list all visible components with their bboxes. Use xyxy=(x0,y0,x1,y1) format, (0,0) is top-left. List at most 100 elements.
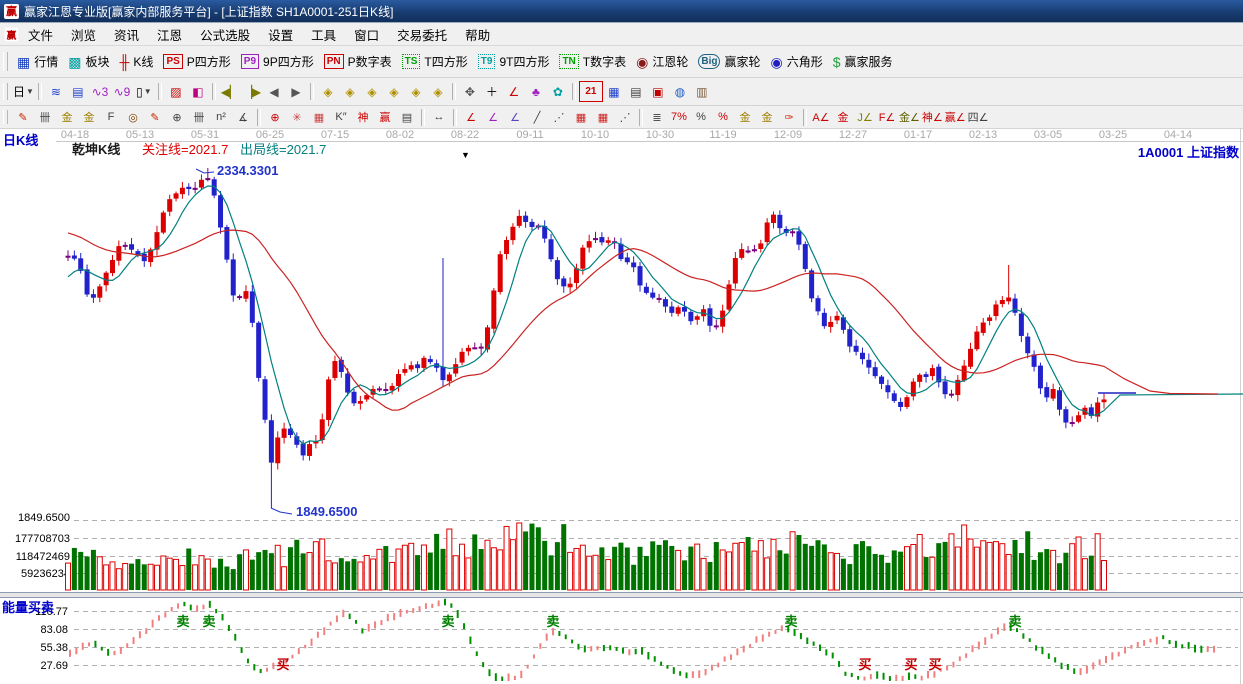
menu-文件[interactable]: 文件 xyxy=(28,28,54,43)
win-grid-tool[interactable]: 赢 xyxy=(379,112,391,124)
report-tool[interactable]: ▤ xyxy=(630,84,642,99)
winner-wheel-button[interactable]: Big 赢家轮 xyxy=(693,51,765,72)
shen-angle-tool[interactable]: 神∠ xyxy=(921,112,943,124)
gold-grid-b-tool[interactable]: 金 xyxy=(83,112,95,124)
diamond-right-button[interactable]: ◈ xyxy=(345,84,355,99)
shen-grid-tool[interactable]: 神 xyxy=(357,112,369,124)
menu-工具[interactable]: 工具 xyxy=(311,28,337,43)
p-number-button[interactable]: PN P数字表 xyxy=(319,51,397,72)
four-angle-tool[interactable]: 四∠ xyxy=(967,112,989,124)
spiral-tool[interactable]: ✿ xyxy=(552,84,563,99)
web-update-tool[interactable]: ◍ xyxy=(674,84,686,99)
hand-tool[interactable]: ✥ xyxy=(464,84,475,99)
ruler-123-tool[interactable]: ▤ xyxy=(401,111,413,124)
fan-blue-tool[interactable]: ∠ xyxy=(510,111,520,124)
wave-3-tool[interactable]: ∿3 xyxy=(91,84,109,99)
scroll-position-marker[interactable]: ▼ xyxy=(461,150,470,160)
quotes-button[interactable]: ▦ 行情 xyxy=(12,51,63,72)
gann-circle-tool[interactable]: ⊕ xyxy=(172,111,182,124)
diamond-left-button[interactable]: ◈ xyxy=(323,84,333,99)
candle-style-dropdown[interactable]: ▯ ▼ xyxy=(136,84,152,99)
percent-tool[interactable]: % xyxy=(696,111,706,123)
gold-angle-b-tool[interactable]: 金∠ xyxy=(899,112,920,124)
target-cross-tool[interactable]: ⊕ xyxy=(270,111,280,124)
volume-bar-up xyxy=(579,544,586,591)
nav-prev-button[interactable]: ◀ xyxy=(269,84,279,99)
t-square-button[interactable]: TS T四方形 xyxy=(397,51,473,72)
t-number-button[interactable]: TN T数字表 xyxy=(554,51,631,72)
volume-profile-tool[interactable]: ◧ xyxy=(192,84,204,99)
gann-shape-tool[interactable]: ♣ xyxy=(532,84,540,99)
gold-angle-a-tool[interactable]: 金 xyxy=(837,112,849,124)
gold-grid-a-tool[interactable]: 金 xyxy=(61,112,73,124)
fan-red-tool[interactable]: ∠ xyxy=(466,111,476,124)
t9-square-button[interactable]: T9 9T四方形 xyxy=(473,51,555,72)
grid-red-a-tool[interactable]: ▦ xyxy=(575,111,587,124)
menu-资讯[interactable]: 资讯 xyxy=(114,28,140,43)
zigzag-tool[interactable]: ≋ xyxy=(50,84,61,99)
pattern-tool[interactable]: ▨ xyxy=(170,84,182,99)
a-angle-tool[interactable]: A∠ xyxy=(812,111,830,124)
k-quote-tool[interactable]: K″ xyxy=(335,111,347,123)
percent-eq-tool[interactable]: % xyxy=(718,111,728,123)
diamond-x-button[interactable]: ◈ xyxy=(389,84,399,99)
nav-last-button[interactable]: ▕▶ xyxy=(242,84,262,99)
percent-line-tool[interactable]: 7% xyxy=(671,111,687,123)
angle-tool[interactable]: ∠ xyxy=(508,84,520,99)
candle xyxy=(109,259,115,274)
panel-splitter[interactable] xyxy=(0,592,1243,598)
kline-button[interactable]: ╫ K线 xyxy=(115,51,159,72)
trend-line-tool[interactable]: ╱ xyxy=(533,111,541,124)
calculator-tool[interactable]: ▦ xyxy=(608,84,620,99)
save-tool[interactable]: ▣ xyxy=(652,84,664,99)
f-angle-tool[interactable]: F∠ xyxy=(878,111,896,124)
ink-knife-tool[interactable]: ✑ xyxy=(784,111,794,124)
menu-江恩[interactable]: 江恩 xyxy=(157,28,183,43)
width-measure-tool[interactable]: ↔ xyxy=(433,111,445,123)
crosshair-tool[interactable]: ＋ xyxy=(485,85,498,99)
menu-浏览[interactable]: 浏览 xyxy=(71,28,97,43)
calendar-tool[interactable]: 21 xyxy=(578,81,603,102)
ruler-grid-tool[interactable]: 卌 xyxy=(193,112,205,124)
scale-tool[interactable]: ≣ xyxy=(652,111,662,124)
grid-red-b-tool[interactable]: ▦ xyxy=(597,111,609,124)
n-square-tool[interactable]: n² xyxy=(216,111,226,123)
gann-wheel-button[interactable]: ◉ 江恩轮 xyxy=(631,51,693,72)
f-grid-tool[interactable]: F xyxy=(107,111,115,123)
remote-tool[interactable]: ▥ xyxy=(696,84,708,99)
brush-tool[interactable]: ✎ xyxy=(18,111,28,124)
diamond-star-button[interactable]: ◈ xyxy=(411,84,421,99)
hexagon-button[interactable]: ◉ 六角形 xyxy=(766,51,828,72)
wave-9-tool[interactable]: ∿9 xyxy=(113,84,131,99)
snowflake-tool[interactable]: ✳ xyxy=(292,111,302,124)
gold-eq-tool[interactable]: 金 xyxy=(761,112,773,124)
winner-service-button[interactable]: $ 赢家服务 xyxy=(828,51,898,72)
nav-next-button[interactable]: ▶ xyxy=(291,84,301,99)
j-angle-tool[interactable]: J∠ xyxy=(857,111,873,124)
multi-line-tool[interactable]: ⋰ xyxy=(553,111,565,124)
diamond-hswing-button[interactable]: ◈ xyxy=(367,84,377,99)
angle-ruler-tool[interactable]: ∡ xyxy=(238,111,248,124)
marker-pen-tool[interactable]: ✎ xyxy=(150,111,160,124)
p9-square-button[interactable]: P9 9P四方形 xyxy=(236,51,319,72)
blocks-button[interactable]: ▩ 板块 xyxy=(63,51,114,72)
menu-设置[interactable]: 设置 xyxy=(268,28,294,43)
nav-first-button[interactable]: ◀▏ xyxy=(220,84,240,99)
win-angle-tool[interactable]: 赢∠ xyxy=(944,112,966,124)
menu-交易委托[interactable]: 交易委托 xyxy=(397,28,448,43)
spiral-circle-tool[interactable]: ◎ xyxy=(128,111,138,124)
p-square-button[interactable]: PS P四方形 xyxy=(158,51,235,72)
candle xyxy=(1069,422,1075,425)
parallel-lines-tool[interactable]: ⋰ xyxy=(619,111,631,124)
fan-purple-tool[interactable]: ∠ xyxy=(488,111,498,124)
period-day-dropdown[interactable]: 日 ▼ xyxy=(13,85,34,99)
diamond-all-button[interactable]: ◈ xyxy=(433,84,443,99)
gold-circle-tool[interactable]: 金 xyxy=(739,112,751,124)
gann-grid-tool[interactable]: 卌 xyxy=(39,112,51,124)
menu-公式选股[interactable]: 公式选股 xyxy=(200,28,251,43)
grid-target-tool[interactable]: ▦ xyxy=(313,111,325,124)
menu-窗口[interactable]: 窗口 xyxy=(354,28,380,43)
note-tool[interactable]: ▤ xyxy=(72,84,84,99)
menu-帮助[interactable]: 帮助 xyxy=(465,28,491,43)
